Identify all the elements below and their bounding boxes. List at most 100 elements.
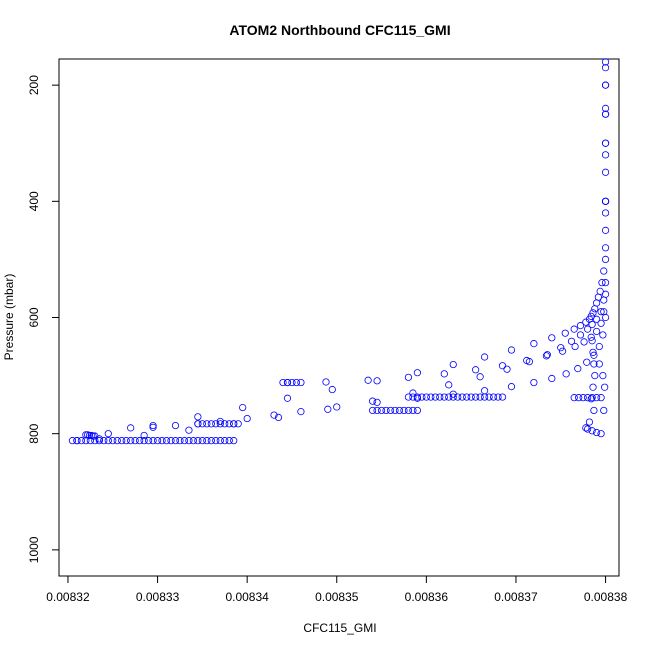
data-point [118,437,126,445]
data-point [561,329,569,337]
data-point [576,331,585,339]
data-point [601,104,610,112]
data-point [597,308,605,316]
data-point [212,420,220,428]
data-point [203,420,211,428]
x-axis-label: CFC115_GMI [303,621,376,635]
data-point [601,244,610,252]
y-tick-label: 800 [27,423,41,443]
data-point [584,394,592,402]
data-point [449,360,457,369]
series-3 [283,81,610,387]
data-point [445,393,453,401]
data-point [158,437,166,445]
data-point [418,393,426,401]
data-point [485,393,493,401]
data-point [463,393,471,401]
data-point [243,414,251,423]
data-point [91,432,99,440]
data-point [570,325,578,333]
data-point [409,406,417,415]
data-point [234,420,242,428]
data-point [413,393,421,401]
data-point [494,393,502,401]
data-point [595,342,603,351]
data-point [167,437,175,445]
series-6 [194,420,242,428]
data-point [176,437,184,445]
data-point [589,348,597,356]
series-9 [404,393,507,401]
data-point [322,378,330,386]
series-8 [368,406,421,415]
x-tick-label: 0.00836 [405,590,449,604]
x-tick-label: 0.00837 [494,590,538,604]
data-point [297,408,305,416]
data-point [431,393,439,401]
y-tick-label: 400 [27,191,41,211]
data-point [162,437,171,445]
data-point [587,333,595,341]
y-tick-label: 600 [27,307,41,327]
data-point [597,394,605,402]
y-tick-label: 200 [27,75,41,95]
data-point [600,267,608,275]
x-tick-label: 0.00838 [584,590,628,604]
data-point [597,319,605,327]
data-point [221,420,229,428]
data-point [583,358,591,366]
data-point [328,385,336,394]
data-point [592,327,601,336]
data-point [476,373,484,381]
data-point [100,437,108,445]
data-point [600,406,608,415]
data-point [230,420,238,428]
data-point [373,406,381,415]
data-point [85,431,94,440]
data-point [140,431,148,440]
data-point [601,313,610,322]
data-point [591,371,599,380]
data-point [557,344,565,352]
data-point [198,420,206,428]
data-point [601,255,610,264]
data-point [212,437,220,445]
x-tick-label: 0.00834 [225,590,269,604]
data-point [216,437,224,445]
data-point [89,432,97,440]
data-point [377,406,386,415]
data-point [373,377,381,385]
data-point [180,437,189,445]
y-axis-label: Pressure (mbar) [2,274,16,361]
data-point [122,437,130,445]
data-point [599,331,607,339]
data-point [467,393,475,401]
data-point [104,430,112,438]
data-point [601,197,610,205]
data-point [230,437,238,445]
data-point [225,437,233,445]
data-point [588,394,596,402]
series-1 [73,58,610,445]
data-point [589,383,597,391]
chart-title: ATOM2 Northbound CFC115_GMI [229,22,450,38]
data-point [324,405,332,413]
data-point [601,81,610,89]
data-point [140,437,148,445]
data-point [590,351,598,359]
data-point [189,437,197,445]
data-point [445,381,453,389]
y-axis: 200 400 600 800 1000 [27,75,60,563]
data-point [597,430,605,438]
data-point [440,370,448,378]
data-point [436,393,444,401]
data-point [149,423,157,431]
data-point [548,334,556,342]
data-point [601,383,609,391]
data-point [548,374,556,383]
data-point [136,437,144,445]
data-point [221,437,229,445]
data-point [530,340,538,348]
data-point [587,395,595,403]
